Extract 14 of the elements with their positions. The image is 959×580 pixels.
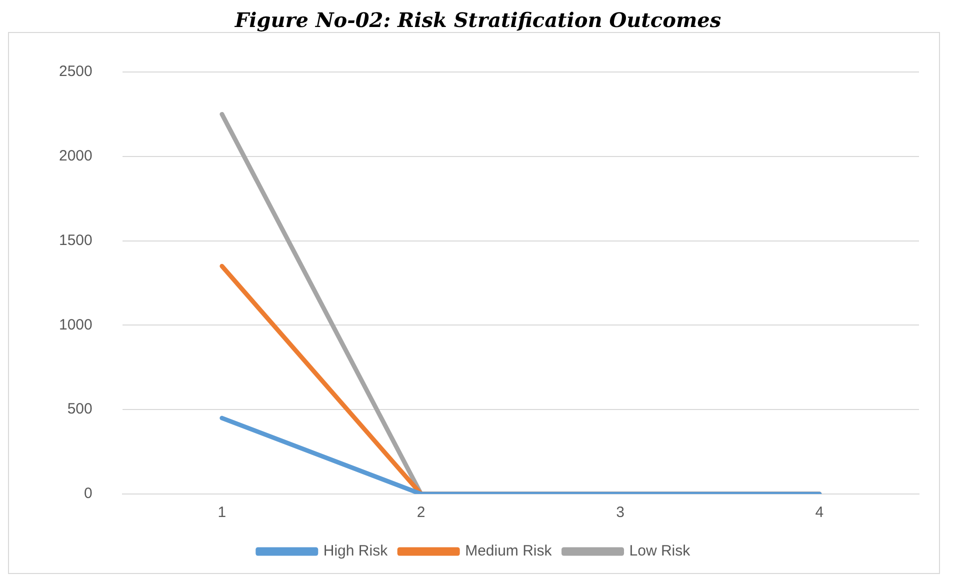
y-tick-label: 1000 [58,316,92,334]
legend-label: Medium Risk [465,542,552,560]
y-tick-label: 500 [67,400,92,418]
x-tick-label: 2 [416,504,426,522]
y-tick-label: 2000 [58,148,92,165]
y-tick-label: 0 [84,485,92,502]
x-tick-label: 1 [218,504,226,522]
y-tick-label: 2500 [58,63,92,80]
legend-label: High Risk [323,542,388,560]
y-tick-label: 1500 [58,232,92,249]
x-tick-label: 4 [815,504,824,522]
chart-title: Figure No-02: Risk Stratification Outcomes [234,8,722,32]
x-tick-label: 3 [616,504,624,522]
legend-label: Low Risk [629,542,691,560]
